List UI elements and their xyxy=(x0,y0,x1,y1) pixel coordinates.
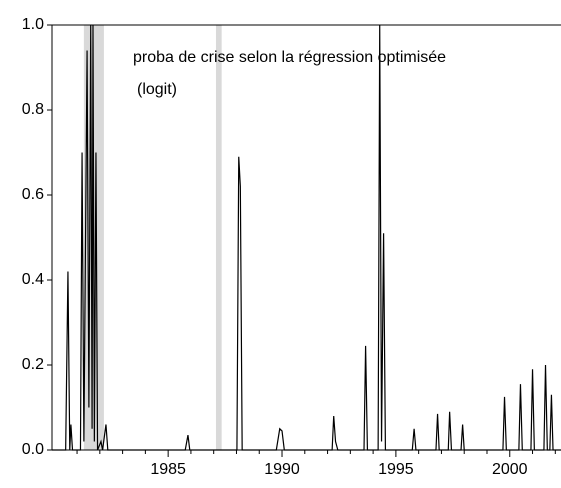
annotation: (logit) xyxy=(137,81,177,98)
annotation: proba de crise selon la régression optim… xyxy=(133,49,446,66)
x-tick-label: 1995 xyxy=(378,461,414,478)
y-tick-label: 0.8 xyxy=(22,101,44,118)
y-tick-label: 0.2 xyxy=(22,356,44,373)
y-tick-label: 0.4 xyxy=(22,271,44,288)
y-tick-label: 0.6 xyxy=(22,186,44,203)
x-tick-label: 2000 xyxy=(492,461,528,478)
y-tick-label: 0.0 xyxy=(22,441,44,458)
line-series xyxy=(52,24,561,451)
x-tick-label: 1990 xyxy=(264,461,300,478)
shaded-region xyxy=(215,25,222,450)
y-tick-label: 1.0 xyxy=(22,16,44,33)
x-tick-label: 1985 xyxy=(150,461,186,478)
